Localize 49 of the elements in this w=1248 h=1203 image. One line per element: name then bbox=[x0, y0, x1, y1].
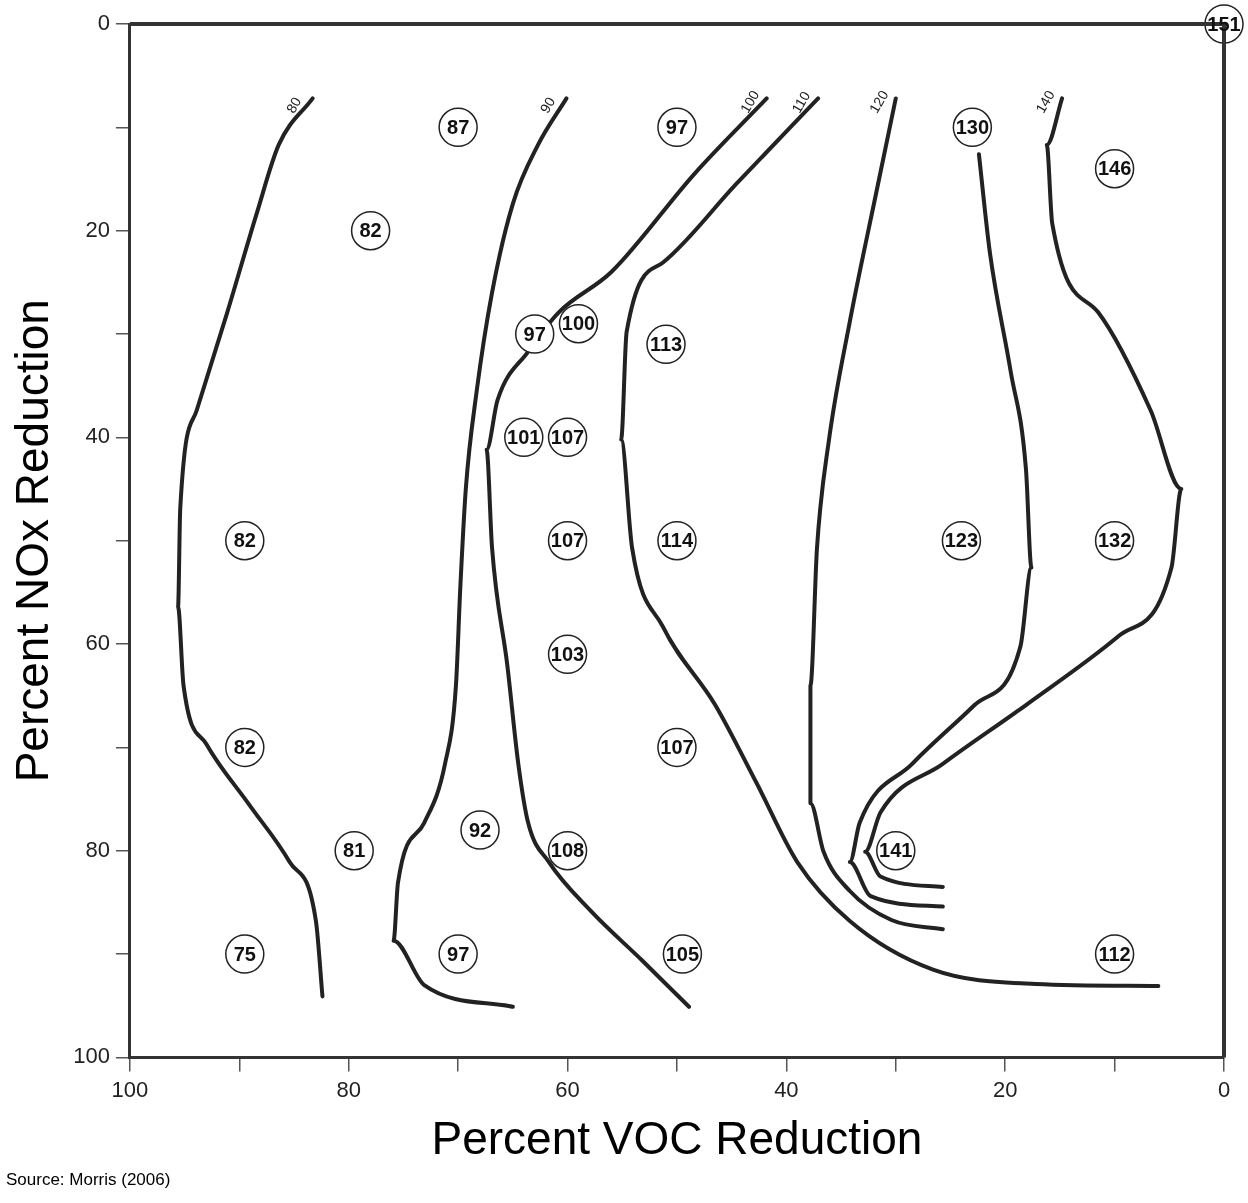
y-tick-label: 40 bbox=[85, 423, 110, 449]
annotation: 107 bbox=[550, 529, 585, 552]
annotation: 75 bbox=[233, 942, 256, 965]
x-tick-label: 80 bbox=[336, 1076, 361, 1102]
y-tick-label: 100 bbox=[73, 1043, 110, 1069]
x-tick-label: 0 bbox=[1217, 1076, 1231, 1102]
annotation: 97 bbox=[665, 115, 689, 138]
annotation: 101 bbox=[507, 425, 541, 448]
annotation: 107 bbox=[550, 425, 585, 448]
x-tick-label: 40 bbox=[774, 1076, 799, 1102]
x-tick-label: 20 bbox=[992, 1076, 1018, 1102]
annotation: 132 bbox=[1097, 529, 1132, 552]
annotation: 130 bbox=[955, 115, 990, 138]
annotation: 82 bbox=[233, 529, 256, 552]
line-series bbox=[176, 96, 325, 999]
y-tick-label: 80 bbox=[85, 836, 110, 862]
annotation: 97 bbox=[447, 942, 470, 965]
annotation: 108 bbox=[550, 839, 585, 862]
x-axis-title: Percent VOC Reduction bbox=[431, 1112, 923, 1165]
text: 120 bbox=[865, 87, 892, 116]
annotation: 82 bbox=[233, 735, 256, 758]
annotation: 100 bbox=[561, 312, 596, 335]
x-tick-label: 100 bbox=[111, 1076, 149, 1102]
annotation: 146 bbox=[1097, 157, 1132, 180]
text: 80 bbox=[282, 94, 305, 116]
line-series bbox=[847, 152, 1034, 909]
text: 100 bbox=[736, 87, 763, 116]
x-tick-label: 60 bbox=[555, 1076, 580, 1102]
annotation: 103 bbox=[550, 642, 585, 665]
annotation: 141 bbox=[879, 839, 913, 862]
annotation: 82 bbox=[359, 219, 382, 242]
annotation: 112 bbox=[1098, 942, 1131, 965]
annotation: 92 bbox=[468, 818, 492, 841]
y-tick-label: 20 bbox=[85, 216, 110, 242]
text: 90 bbox=[536, 94, 559, 116]
annotation: 113 bbox=[649, 332, 683, 355]
annotation: 81 bbox=[343, 839, 366, 862]
annotation: 107 bbox=[660, 735, 694, 758]
annotation: 87 bbox=[447, 115, 470, 138]
annotation: 97 bbox=[523, 322, 546, 345]
y-axis-title: Percent NOx Reduction bbox=[6, 299, 59, 783]
source-note: Source: Morris (2006) bbox=[6, 1170, 171, 1190]
annotation: 105 bbox=[665, 942, 700, 965]
annotation: 114 bbox=[660, 529, 694, 552]
text: 110 bbox=[788, 88, 814, 116]
y-tick-label: 60 bbox=[85, 630, 110, 656]
text: 140 bbox=[1032, 87, 1058, 116]
annotation: 123 bbox=[944, 529, 979, 552]
y-tick-label: 0 bbox=[97, 10, 110, 36]
